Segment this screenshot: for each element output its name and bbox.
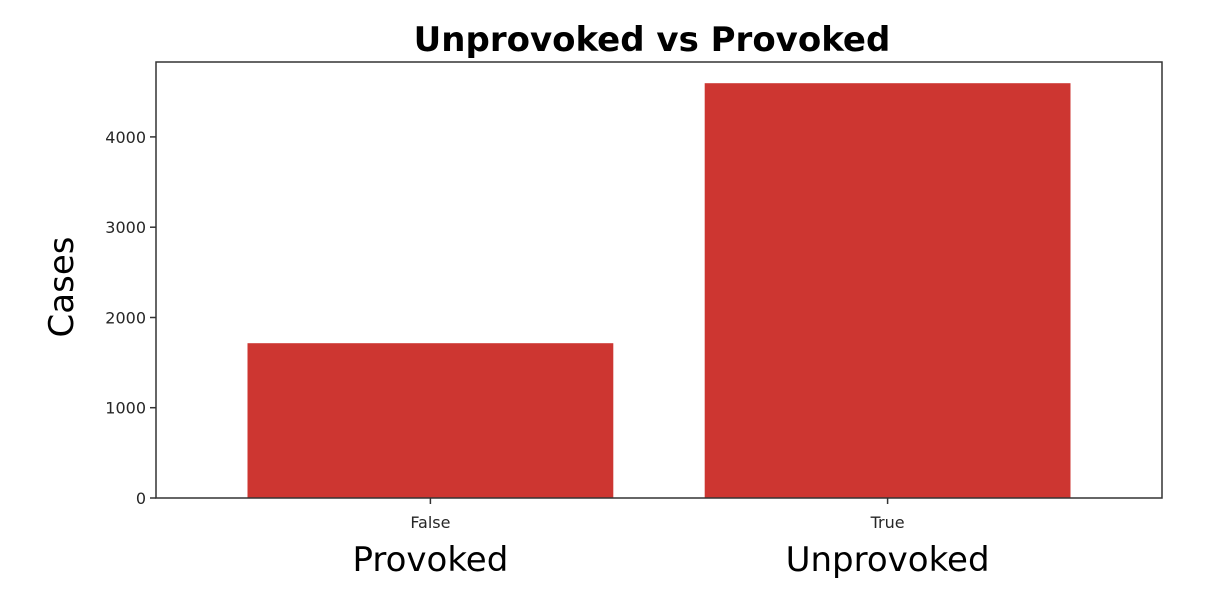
y-tick-label: 2000 [105,309,146,328]
x-tick-label: True [870,513,905,532]
y-axis-ticks: 0 1000 2000 3000 4000 [105,128,156,508]
category-sublabel: Unprovoked [786,540,990,580]
y-tick-label: 3000 [105,218,146,237]
y-tick-label: 1000 [105,399,146,418]
bar-false [247,343,614,498]
chart-title: Unprovoked vs Provoked [414,20,891,60]
y-tick-label: 0 [136,489,146,508]
x-axis-ticks: False Provoked True Unprovoked [352,498,990,580]
plot-frame [155,61,1163,499]
category-sublabel: Provoked [352,540,508,580]
y-axis-label: Cases [42,237,82,338]
bar-true [704,83,1071,498]
y-tick-label: 4000 [105,128,146,147]
x-tick-label: False [410,513,450,532]
bars-layer [247,83,1071,498]
